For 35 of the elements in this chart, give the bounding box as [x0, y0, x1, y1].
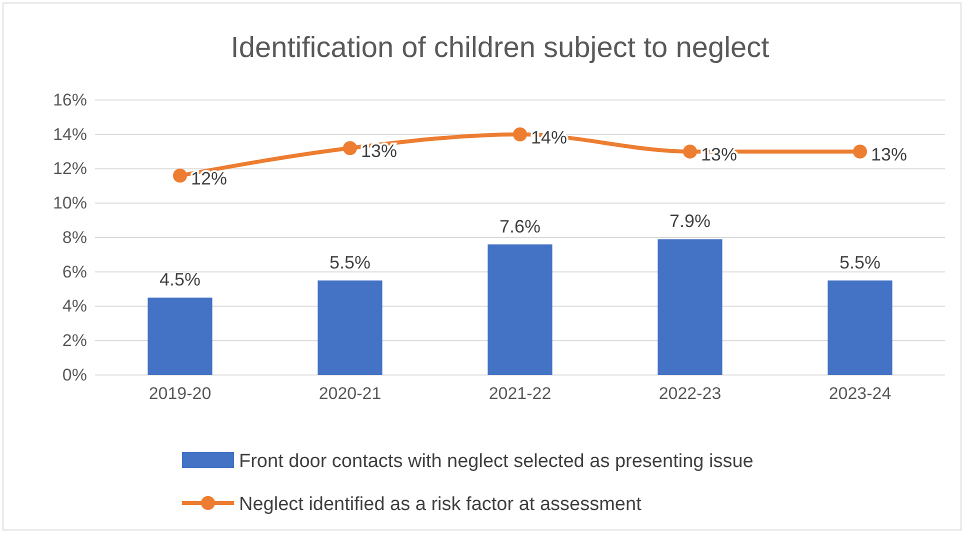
y-tick-label: 14%: [52, 124, 87, 144]
data-label: 13%: [361, 141, 398, 162]
chart-title: Identification of children subject to neglect: [230, 32, 770, 64]
data-label: 5.5%: [839, 252, 881, 272]
data-label: 4.5%: [159, 270, 201, 290]
legend-label: Neglect identified as a risk factor at assessment: [239, 494, 642, 515]
point: [683, 144, 697, 159]
point: [343, 141, 357, 156]
x-tick-label: 2020-21: [318, 384, 382, 404]
x-tick-label: 2021-22: [488, 384, 552, 404]
y-tick-label: 4%: [62, 296, 87, 316]
data-label: 12%: [191, 168, 228, 189]
bar: [148, 298, 212, 375]
bar: [488, 244, 552, 375]
y-tick-label: 12%: [52, 159, 87, 178]
x-tick-label: 2023-24: [828, 384, 892, 404]
legend-label: Front door contacts with neglect selected as presenting issue: [239, 451, 754, 472]
data-label: 7.9%: [669, 211, 711, 232]
data-label: 5.5%: [329, 252, 371, 272]
point: [173, 168, 187, 183]
bar: [658, 239, 722, 375]
y-tick-label: 8%: [62, 228, 87, 247]
bar: [828, 280, 892, 375]
bar: [318, 280, 382, 375]
data-label: 13%: [871, 144, 908, 165]
x-tick-label: 2022-23: [658, 384, 722, 404]
y-tick-label: 0%: [62, 365, 87, 384]
y-tick-label: 10%: [52, 194, 87, 213]
x-tick-label: 2019-20: [148, 384, 212, 404]
y-tick-label: 16%: [52, 90, 87, 110]
point: [513, 127, 527, 142]
y-tick-label: 6%: [62, 262, 87, 282]
y-tick-label: 2%: [62, 331, 87, 350]
point: [853, 144, 867, 159]
data-label: 7.6%: [499, 216, 541, 236]
